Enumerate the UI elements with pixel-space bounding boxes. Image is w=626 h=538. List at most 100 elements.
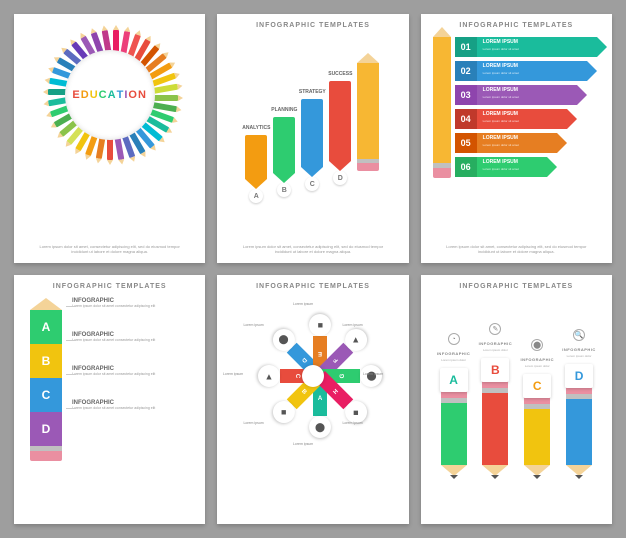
row-bar: LOREM IPSUM Lorem ipsum dolor sit amet [477, 85, 577, 105]
seg-letter: A [318, 396, 322, 402]
row-number: 06 [455, 157, 477, 177]
bar-title: LOREM IPSUM [483, 39, 518, 45]
radial-center [302, 365, 324, 387]
bar-label: STRATEGY [299, 89, 326, 95]
seg-icon: ⬤ [360, 365, 382, 387]
row-number: 02 [455, 61, 477, 81]
bar-title: LOREM IPSUM [483, 63, 518, 69]
row-number: 03 [455, 85, 477, 105]
block-text-item: INFOGRAPHICLorem ipsum dolor sit amet co… [72, 332, 189, 366]
col-letter: C [523, 374, 551, 398]
card-horizontal-bars: INFOGRAPHIC TEMPLATES 01 LOREM IPSUM Lor… [421, 14, 612, 263]
bar-letter: A [249, 189, 263, 203]
card-header: INFOGRAPHIC TEMPLATES [429, 22, 604, 29]
bar-title: LOREM IPSUM [483, 135, 518, 141]
pencil-column: 🔍 INFOGRAPHIC Lorem ipsum dolor D [563, 329, 595, 476]
block-text-item: INFOGRAPHICLorem ipsum dolor sit amet co… [72, 400, 189, 434]
item-text: Lorem ipsum dolor sit amet consectetur a… [72, 406, 189, 411]
col-sub: Lorem ipsum dolor [525, 364, 550, 368]
col-icon: ⬤ [531, 339, 543, 351]
bar-sub: Lorem ipsum dolor sit amet [483, 119, 519, 123]
card-education: EDUCATION Lorem ipsum dolor sit amet, co… [14, 14, 205, 263]
item-text: Lorem ipsum dolor sit amet consectetur a… [72, 304, 189, 309]
col-sub: Lorem ipsum dolor [483, 348, 508, 352]
bar-label: SUCCESS [328, 71, 352, 77]
seg-letter: E [318, 350, 322, 356]
seg-label: Lorem ipsum [293, 302, 333, 306]
card-header: INFOGRAPHIC TEMPLATES [22, 283, 197, 290]
block-pencil: ABCD [30, 298, 62, 461]
bar-label: PLANNING [271, 107, 297, 113]
bar-sub: Lorem ipsum dolor sit amet [483, 167, 519, 171]
row-bar: LOREM IPSUM Lorem ipsum dolor sit amet [477, 157, 547, 177]
step-bar: STRATEGY C [301, 99, 323, 177]
bar-letter: D [333, 171, 347, 185]
col-label: INFOGRAPHIC [562, 347, 596, 352]
stack-block: B [30, 344, 62, 378]
item-text: Lorem ipsum dolor sit amet consectetur a… [72, 372, 189, 377]
bar-label: ANALYTICS [242, 125, 270, 131]
pencil-column: ◔ INFOGRAPHIC Lorem ipsum dolor A [438, 333, 470, 476]
row-number: 04 [455, 109, 477, 129]
card-header: INFOGRAPHIC TEMPLATES [225, 22, 400, 29]
step-bar: ANALYTICS A [245, 135, 267, 189]
card-header: INFOGRAPHIC TEMPLATES [225, 283, 400, 290]
pencil-column: ✎ INFOGRAPHIC Lorem ipsum dolor B [479, 323, 511, 476]
card-stacked-blocks: INFOGRAPHIC TEMPLATES ABCD INFOGRAPHICLo… [14, 275, 205, 524]
seg-label: Lorem ipsum [243, 323, 283, 327]
col-icon: ✎ [489, 323, 501, 335]
pencil-column: ⬤ INFOGRAPHIC Lorem ipsum dolor C [521, 339, 553, 476]
seg-label: Lorem ipsum [342, 421, 382, 425]
lorem-text: Lorem ipsum dolor sit amet, consectetur … [429, 244, 604, 255]
col-label: INFOGRAPHIC [479, 341, 513, 346]
col-sub: Lorem ipsum dolor [441, 358, 466, 362]
row-bar: LOREM IPSUM Lorem ipsum dolor sit amet [477, 133, 557, 153]
number-row: 03 LOREM IPSUM Lorem ipsum dolor sit ame… [455, 85, 604, 105]
stack-block: D [30, 412, 62, 446]
col-label: INFOGRAPHIC [520, 357, 554, 362]
pencil [357, 63, 379, 171]
block-text-item: INFOGRAPHICLorem ipsum dolor sit amet co… [72, 366, 189, 400]
card-diagonal-bars: INFOGRAPHIC TEMPLATES ANALYTICS A PLANNIN… [217, 14, 408, 263]
card-radial: INFOGRAPHIC TEMPLATES A ⬤Lorem ipsum B ■… [217, 275, 408, 524]
seg-label: Lorem ipsum [243, 421, 283, 425]
pencil-ring: EDUCATION [45, 30, 175, 160]
seg-icon: ⬤ [309, 416, 331, 438]
number-row: 02 LOREM IPSUM Lorem ipsum dolor sit ame… [455, 61, 604, 81]
row-number: 05 [455, 133, 477, 153]
lorem-text: Lorem ipsum dolor sit amet, consectetur … [22, 244, 197, 255]
bar-sub: Lorem ipsum dolor sit amet [483, 71, 519, 75]
seg-icon: ▲ [258, 365, 280, 387]
seg-label: Lorem ipsum [293, 442, 333, 446]
number-row: 04 LOREM IPSUM Lorem ipsum dolor sit ame… [455, 109, 604, 129]
seg-label: Lorem ipsum [363, 372, 403, 376]
seg-icon: ■ [309, 314, 331, 336]
bar-title: LOREM IPSUM [483, 111, 518, 117]
stack-block: A [30, 310, 62, 344]
seg-label: Lorem ipsum [223, 372, 263, 376]
card-four-pencils: INFOGRAPHIC TEMPLATES ◔ INFOGRAPHIC Lore… [421, 275, 612, 524]
row-bar: LOREM IPSUM Lorem ipsum dolor sit amet [477, 37, 597, 57]
number-row: 05 LOREM IPSUM Lorem ipsum dolor sit ame… [455, 133, 604, 153]
bar-sub: Lorem ipsum dolor sit amet [483, 47, 519, 51]
number-row: 06 LOREM IPSUM Lorem ipsum dolor sit ame… [455, 157, 604, 177]
education-title: EDUCATION [72, 89, 146, 101]
col-letter: A [440, 368, 468, 392]
block-text-item: INFOGRAPHICLorem ipsum dolor sit amet co… [72, 298, 189, 332]
row-bar: LOREM IPSUM Lorem ipsum dolor sit amet [477, 61, 587, 81]
seg-letter: C [294, 374, 300, 378]
bar-title: LOREM IPSUM [483, 87, 518, 93]
bar-letter: B [277, 183, 291, 197]
col-letter: D [565, 364, 593, 388]
bar-letter: C [305, 177, 319, 191]
card-header: INFOGRAPHIC TEMPLATES [429, 283, 604, 290]
step-bar: PLANNING B [273, 117, 295, 183]
item-text: Lorem ipsum dolor sit amet consectetur a… [72, 338, 189, 343]
col-sub: Lorem ipsum dolor [567, 354, 592, 358]
number-row: 01 LOREM IPSUM Lorem ipsum dolor sit ame… [455, 37, 604, 57]
col-letter: B [481, 358, 509, 382]
col-icon: 🔍 [573, 329, 585, 341]
row-bar: LOREM IPSUM Lorem ipsum dolor sit amet [477, 109, 567, 129]
vertical-pencil [433, 37, 451, 181]
bar-title: LOREM IPSUM [483, 159, 518, 165]
